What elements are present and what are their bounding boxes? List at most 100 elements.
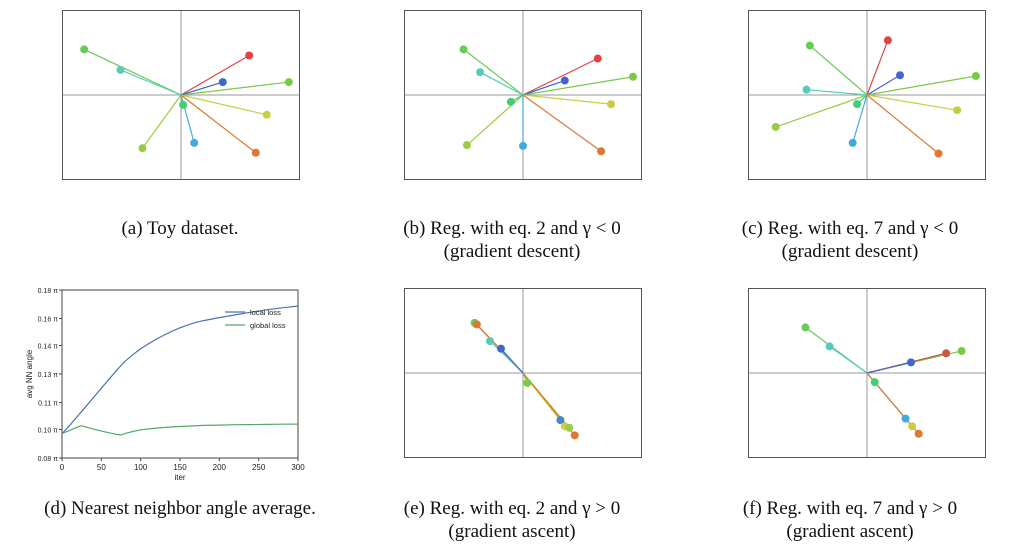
vector-line-3 (180, 54, 250, 96)
vector-line-6 (866, 94, 939, 154)
data-point-4 (896, 71, 904, 80)
y-tick-label: 0.08 π (38, 456, 59, 463)
x-tick-label: 50 (97, 463, 106, 472)
vector-line-7 (852, 94, 868, 144)
data-point-3 (942, 349, 951, 358)
y-tick-label: 0.16 π (38, 317, 59, 324)
caption-line: (gradient descent) (443, 241, 581, 262)
data-point-2 (486, 337, 494, 346)
caption-a: (a) Toy dataset. (20, 217, 340, 240)
vector-line-6 (522, 94, 602, 152)
vector-line-1 (806, 89, 868, 96)
data-point-9 (853, 100, 862, 109)
caption-line: (d) Nearest neighbor angle average. (44, 498, 316, 519)
data-point-5 (556, 416, 565, 425)
data-point-1 (116, 65, 125, 74)
data-point-5 (607, 100, 615, 109)
plot-frame-c (748, 10, 986, 180)
data-point-3 (245, 51, 254, 60)
legend-label: global loss (250, 321, 286, 330)
caption-e: (e) Reg. with eq. 2 and γ > 0 (gradient … (352, 497, 672, 543)
data-point-7 (519, 141, 527, 150)
scatter-plot-b (405, 11, 641, 179)
caption-line: (b) Reg. with eq. 2 and γ < 0 (403, 218, 621, 239)
data-point-0 (459, 45, 468, 54)
y-axis-label: avg NN angle (25, 349, 34, 398)
data-point-2 (284, 78, 293, 87)
vector-line-3 (866, 40, 889, 96)
caption-line: (f) Reg. with eq. 7 and γ > 0 (742, 498, 958, 519)
data-point-2 (957, 346, 966, 355)
vector-line-6 (180, 94, 257, 154)
y-tick-label: 0.10 π (38, 427, 59, 434)
x-axis-label: iter (174, 473, 185, 482)
data-point-8 (771, 122, 780, 131)
plot-frame-e (404, 288, 642, 458)
data-point-0 (80, 45, 89, 54)
vector-line-1 (479, 71, 524, 96)
vector-line-0 (463, 48, 524, 96)
vector-line-0 (83, 48, 182, 96)
data-point-7 (190, 138, 199, 147)
data-point-1 (825, 342, 834, 351)
caption-b: (b) Reg. with eq. 2 and γ < 0 (gradient … (352, 217, 672, 263)
vector-line-2 (180, 81, 289, 96)
vector-line-4 (180, 81, 223, 96)
vector-line-4 (866, 361, 912, 374)
vector-line-8 (142, 94, 182, 149)
data-point-0 (801, 323, 810, 332)
data-point-1 (476, 68, 485, 77)
data-point-1 (802, 85, 811, 94)
caption-line: (gradient ascent) (448, 521, 576, 542)
x-tick-label: 300 (291, 463, 305, 472)
data-point-8 (138, 144, 147, 153)
data-point-7 (908, 422, 917, 431)
vector-line-0 (809, 45, 868, 96)
data-point-8 (914, 429, 923, 438)
data-point-8 (462, 141, 471, 150)
x-tick-label: 250 (252, 463, 266, 472)
data-point-3 (593, 54, 602, 63)
series-line-0 (61, 305, 299, 435)
vector-line-1 (829, 345, 868, 374)
data-point-5 (953, 106, 962, 115)
plot-frame-f (748, 288, 986, 458)
y-tick-label: 0.11 π (38, 401, 58, 408)
vector-line-2 (866, 75, 977, 96)
y-tick-label: 0.13 π (38, 372, 59, 379)
scatter-plot-e (405, 289, 641, 457)
caption-c: (c) Reg. with eq. 7 and γ < 0 (gradient … (690, 217, 1010, 263)
data-point-6 (934, 149, 943, 158)
line-chart-d: 0 50 100 150 200 250 300 0.08 π 0.10 π 0.11 π 0.13… (25, 288, 305, 482)
data-point-7 (848, 138, 857, 147)
data-point-1 (472, 320, 481, 329)
data-point-5 (870, 378, 879, 387)
caption-line: (gradient descent) (781, 241, 919, 262)
vector-line-8 (775, 94, 868, 128)
data-point-6 (901, 414, 910, 423)
data-point-4 (523, 378, 532, 387)
vector-line-5 (866, 94, 958, 111)
vector-line-5 (522, 94, 612, 105)
caption-line: (a) Toy dataset. (121, 218, 239, 239)
x-tick-label: 100 (134, 463, 148, 472)
data-point-6 (251, 148, 260, 157)
vector-line-2 (522, 76, 634, 96)
legend-label: local loss (250, 308, 281, 317)
data-point-3 (497, 344, 505, 353)
data-point-3 (883, 36, 892, 45)
scatter-plot-c (749, 11, 985, 179)
caption-line: (e) Reg. with eq. 2 and γ > 0 (403, 498, 621, 519)
vector-line-3 (522, 57, 599, 96)
data-point-7 (565, 423, 574, 432)
vector-line-4 (522, 79, 565, 96)
plot-frame-b (404, 10, 642, 180)
series-line-1 (61, 423, 299, 436)
y-tick-label: 0.18 π (38, 288, 59, 295)
data-point-8 (570, 431, 579, 440)
caption-line: (gradient ascent) (786, 521, 914, 542)
x-tick-label: 150 (173, 463, 187, 472)
data-point-0 (805, 41, 814, 50)
scatter-plot-f (749, 289, 985, 457)
vector-line-3 (500, 348, 524, 374)
